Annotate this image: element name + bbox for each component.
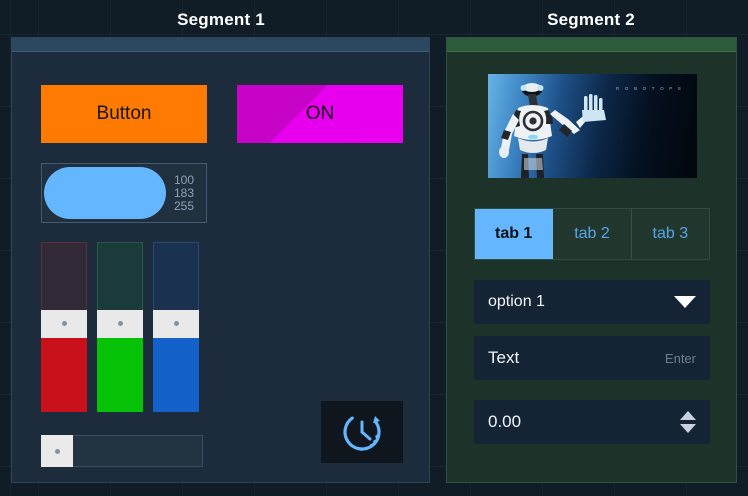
toggle-button-label: ON (305, 103, 335, 124)
segment-2-body: R O B O T O P S tab 1 tab 2 tab 3 option… (447, 52, 736, 482)
robot-figure-icon (499, 83, 606, 178)
segment-1-panel: Button ON 100 183 255 (11, 37, 430, 483)
spinner-arrows (680, 411, 696, 433)
option-dropdown[interactable]: option 1 (474, 280, 710, 324)
caret-up-icon[interactable] (680, 411, 696, 420)
segment-2-header-bar (447, 38, 736, 52)
tab-3[interactable]: tab 3 (632, 209, 709, 259)
slider-handle-green[interactable] (97, 309, 143, 338)
segment-2-panel: R O B O T O P S tab 1 tab 2 tab 3 option… (446, 37, 737, 483)
robot-image-brand-text: R O B O T O P S (615, 86, 683, 91)
color-rgb-values: 100 183 255 (166, 172, 206, 213)
history-clock-icon (343, 416, 381, 451)
primary-button-label: Button (96, 103, 152, 124)
tab-2-label: tab 2 (574, 225, 610, 242)
dropdown-selected-value: option 1 (488, 293, 545, 310)
vertical-slider-red[interactable] (41, 242, 87, 412)
primary-button[interactable]: Button (41, 85, 207, 143)
slider-handle-horizontal[interactable] (41, 435, 73, 467)
tab-2[interactable]: tab 2 (553, 209, 632, 259)
tab-1[interactable]: tab 1 (475, 209, 554, 259)
handle-grip-icon (117, 321, 123, 327)
number-spinner[interactable]: 0.00 (474, 400, 710, 444)
slider-fill-blue (153, 323, 199, 412)
tab-3-label: tab 3 (652, 225, 689, 242)
color-value-green: 183 (174, 185, 195, 200)
slider-fill-red (41, 323, 87, 412)
color-value-blue: 255 (174, 198, 195, 213)
color-picker[interactable]: 100 183 255 (41, 163, 207, 223)
text-input[interactable]: Text Enter (474, 336, 710, 380)
slider-handle-blue[interactable] (153, 309, 199, 338)
segment-1-body: Button ON 100 183 255 (12, 52, 429, 482)
robot-image: R O B O T O P S (488, 74, 697, 178)
handle-grip-icon (54, 448, 60, 454)
vertical-slider-green[interactable] (97, 242, 143, 412)
chevron-down-icon[interactable] (674, 296, 696, 308)
tab-1-label: tab 1 (494, 225, 533, 242)
segment-1-title: Segment 1 (177, 10, 265, 29)
toggle-button[interactable]: ON (237, 85, 403, 143)
segment-1-header-bar (12, 38, 429, 52)
color-swatch[interactable] (44, 167, 166, 219)
slider-handle-red[interactable] (41, 309, 87, 338)
slider-fill-green (97, 323, 143, 412)
segment-2-title: Segment 2 (547, 10, 635, 29)
text-input-placeholder: Enter (664, 350, 696, 366)
text-input-value: Text (488, 348, 520, 367)
horizontal-slider[interactable] (41, 435, 203, 467)
clock-widget-button[interactable] (321, 401, 403, 463)
spinner-value: 0.00 (488, 412, 522, 431)
tab-bar: tab 1 tab 2 tab 3 (474, 208, 710, 260)
handle-grip-icon (173, 321, 179, 327)
caret-down-icon[interactable] (680, 424, 696, 433)
color-value-red: 100 (174, 172, 195, 187)
vertical-slider-blue[interactable] (153, 242, 199, 412)
handle-grip-icon (61, 321, 67, 327)
